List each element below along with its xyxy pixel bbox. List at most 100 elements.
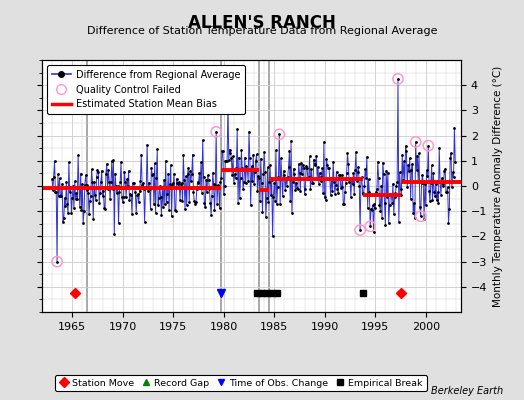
Point: [321, 197, 330, 204]
Point: [281, 186, 289, 193]
Point: [131, 189, 139, 195]
Point: [237, 147, 246, 154]
Point: [439, 181, 447, 188]
Point: [231, 170, 239, 177]
Point: [307, 166, 315, 172]
Point: [168, 182, 177, 188]
Point: [275, 131, 283, 138]
Point: [430, 188, 439, 195]
Point: [264, 199, 272, 206]
Point: [209, 170, 217, 176]
Point: [167, 213, 176, 220]
Point: [285, 148, 293, 154]
Point: [249, 151, 257, 158]
Point: [239, 186, 247, 192]
Point: [58, 180, 67, 187]
Point: [356, 227, 364, 233]
Point: [183, 171, 192, 177]
Point: [382, 168, 390, 174]
Point: [231, 175, 239, 181]
Point: [265, 179, 274, 185]
Point: [210, 181, 218, 188]
Point: [364, 176, 373, 183]
Point: [320, 139, 328, 145]
Point: [49, 187, 57, 194]
Point: [254, 172, 263, 179]
Point: [433, 189, 442, 195]
Point: [274, 174, 282, 180]
Point: [86, 198, 94, 204]
Point: [88, 166, 96, 172]
Point: [333, 186, 342, 192]
Point: [214, 184, 223, 190]
Point: [240, 179, 248, 186]
Point: [389, 210, 398, 217]
Point: [199, 137, 207, 143]
Point: [67, 210, 75, 216]
Point: [208, 193, 216, 199]
Point: [64, 210, 72, 216]
Point: [69, 183, 77, 189]
Point: [318, 165, 326, 172]
Point: [312, 153, 321, 159]
Point: [411, 139, 420, 145]
Point: [335, 172, 343, 178]
Point: [440, 168, 449, 174]
Point: [395, 219, 403, 225]
Point: [112, 183, 120, 190]
Point: [280, 172, 289, 179]
Point: [334, 190, 342, 197]
Point: [116, 178, 124, 185]
Point: [238, 165, 246, 172]
Point: [115, 189, 124, 195]
Point: [105, 178, 114, 185]
Point: [404, 162, 412, 168]
Point: [403, 184, 411, 190]
Point: [182, 202, 191, 208]
Point: [277, 155, 285, 162]
Point: [235, 154, 243, 161]
Point: [367, 206, 375, 212]
Point: [140, 219, 149, 225]
Point: [425, 188, 433, 194]
Point: [303, 165, 311, 171]
Point: [179, 152, 188, 158]
Point: [110, 157, 118, 164]
Point: [268, 233, 277, 239]
Point: [383, 194, 391, 200]
Point: [386, 192, 395, 198]
Legend: Difference from Regional Average, Quality Control Failed, Estimated Station Mean: Difference from Regional Average, Qualit…: [47, 65, 245, 114]
Point: [151, 210, 160, 216]
Point: [282, 182, 291, 189]
Point: [260, 149, 268, 156]
Point: [202, 176, 210, 183]
Point: [78, 206, 86, 213]
Point: [379, 171, 388, 177]
Point: [236, 195, 244, 201]
Point: [445, 206, 454, 212]
Point: [129, 180, 138, 187]
Point: [417, 213, 425, 220]
Point: [438, 175, 446, 182]
Point: [163, 190, 171, 197]
Point: [343, 170, 351, 177]
Point: [332, 168, 341, 175]
Point: [436, 178, 444, 185]
Point: [394, 76, 402, 82]
Point: [170, 171, 178, 178]
Point: [416, 203, 424, 210]
Point: [441, 166, 449, 172]
Point: [139, 180, 147, 187]
Point: [211, 182, 220, 188]
Point: [126, 190, 135, 197]
Point: [393, 179, 401, 186]
Point: [233, 126, 242, 132]
Point: [252, 158, 260, 164]
Point: [102, 170, 110, 177]
Point: [353, 178, 361, 184]
Point: [119, 194, 128, 200]
Point: [422, 202, 430, 208]
Point: [305, 153, 314, 160]
Point: [225, 156, 233, 163]
Point: [156, 183, 164, 190]
